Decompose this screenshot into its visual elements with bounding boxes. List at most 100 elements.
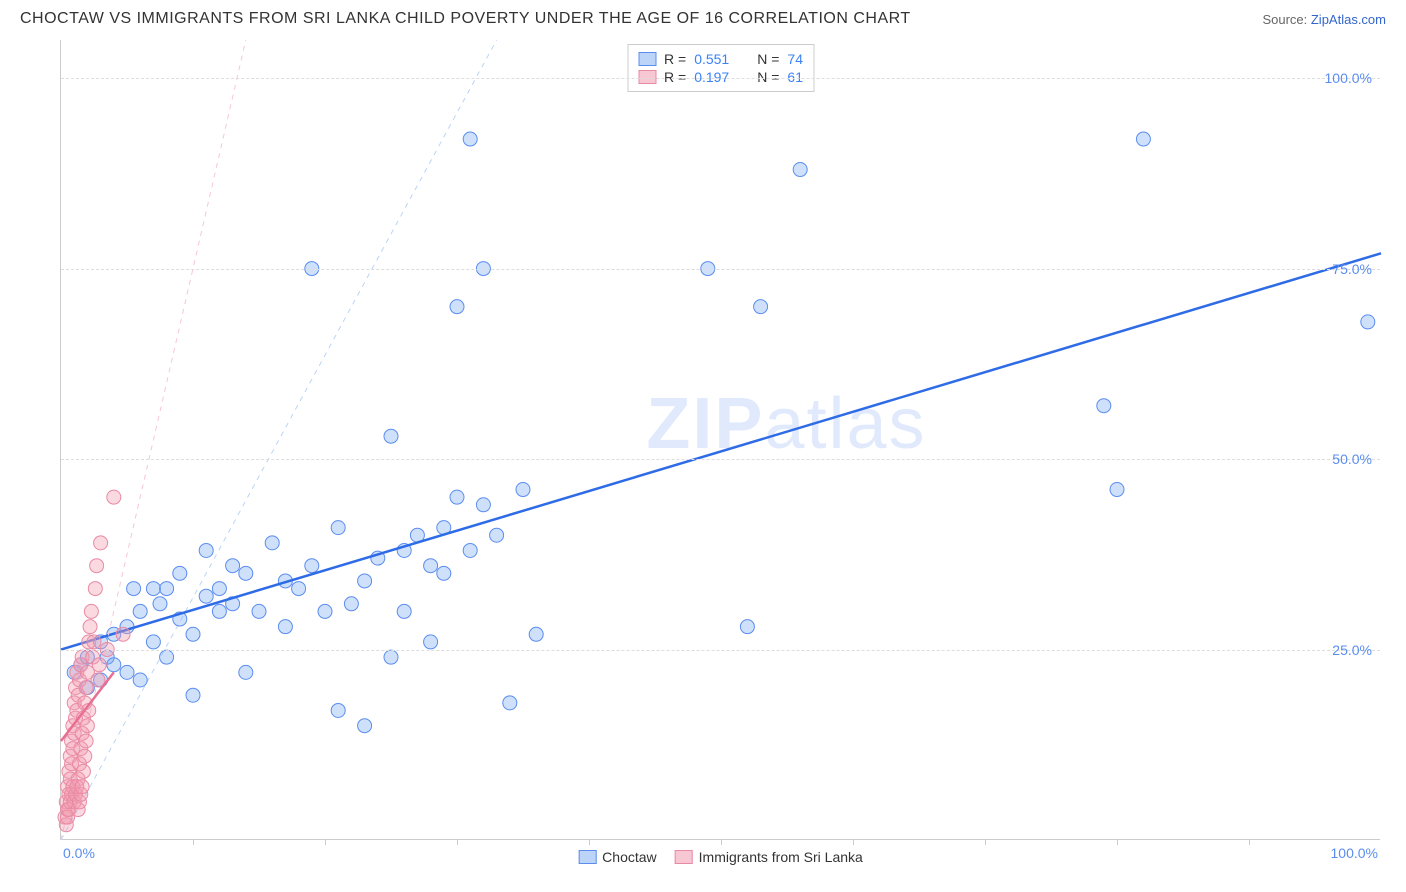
- data-point: [80, 719, 94, 733]
- data-point: [84, 604, 98, 618]
- scatter-svg: [61, 40, 1380, 839]
- correlation-row: R = 0.551N = 74: [638, 51, 803, 67]
- x-tick: [1117, 839, 1118, 845]
- legend-swatch: [638, 70, 656, 84]
- legend-label: Choctaw: [602, 849, 656, 865]
- x-tick: [193, 839, 194, 845]
- data-point: [199, 589, 213, 603]
- data-point: [793, 163, 807, 177]
- r-value: 0.551: [694, 51, 729, 67]
- data-point: [186, 627, 200, 641]
- data-point: [384, 429, 398, 443]
- source-attribution: Source: ZipAtlas.com: [1262, 12, 1386, 27]
- data-point: [239, 665, 253, 679]
- data-point: [186, 688, 200, 702]
- data-point: [146, 635, 160, 649]
- data-point: [153, 597, 167, 611]
- data-point: [94, 536, 108, 550]
- data-point: [133, 673, 147, 687]
- data-point: [450, 300, 464, 314]
- n-value: 74: [787, 51, 803, 67]
- data-point: [397, 604, 411, 618]
- y-tick-label: 25.0%: [1332, 642, 1372, 658]
- data-point: [173, 566, 187, 580]
- data-point: [463, 543, 477, 557]
- data-point: [450, 490, 464, 504]
- chart-plot-area: ZIPatlas R = 0.551N = 74R = 0.197N = 61 …: [60, 40, 1380, 840]
- data-point: [331, 703, 345, 717]
- data-point: [305, 559, 319, 573]
- x-tick: [853, 839, 854, 845]
- data-point: [226, 559, 240, 573]
- data-point: [1361, 315, 1375, 329]
- data-point: [318, 604, 332, 618]
- correlation-row: R = 0.197N = 61: [638, 69, 803, 85]
- x-tick: [589, 839, 590, 845]
- data-point: [83, 620, 97, 634]
- chart-title: CHOCTAW VS IMMIGRANTS FROM SRI LANKA CHI…: [20, 10, 911, 28]
- gridline-h: [61, 78, 1380, 79]
- data-point: [88, 582, 102, 596]
- data-point: [331, 521, 345, 535]
- y-tick-label: 50.0%: [1332, 451, 1372, 467]
- data-point: [1097, 399, 1111, 413]
- y-tick-label: 100.0%: [1325, 70, 1372, 86]
- x-tick: [1249, 839, 1250, 845]
- data-point: [76, 764, 90, 778]
- legend-item: Choctaw: [578, 849, 656, 865]
- x-axis-min-label: 0.0%: [63, 845, 95, 861]
- source-link[interactable]: ZipAtlas.com: [1311, 12, 1386, 27]
- correlation-legend: R = 0.551N = 74R = 0.197N = 61: [627, 44, 814, 92]
- x-tick: [325, 839, 326, 845]
- data-point: [358, 719, 372, 733]
- gridline-h: [61, 269, 1380, 270]
- data-point: [1136, 132, 1150, 146]
- r-value: 0.197: [694, 69, 729, 85]
- r-label: R =: [664, 51, 686, 67]
- x-tick: [457, 839, 458, 845]
- guide-line: [61, 40, 497, 840]
- data-point: [75, 780, 89, 794]
- data-point: [79, 734, 93, 748]
- data-point: [212, 604, 226, 618]
- data-point: [1110, 483, 1124, 497]
- data-point: [292, 582, 306, 596]
- data-point: [424, 635, 438, 649]
- x-tick: [721, 839, 722, 845]
- data-point: [92, 658, 106, 672]
- data-point: [78, 749, 92, 763]
- data-point: [384, 650, 398, 664]
- data-point: [529, 627, 543, 641]
- data-point: [463, 132, 477, 146]
- x-axis-max-label: 100.0%: [1331, 845, 1378, 861]
- data-point: [424, 559, 438, 573]
- data-point: [740, 620, 754, 634]
- legend-item: Immigrants from Sri Lanka: [675, 849, 863, 865]
- y-tick-label: 75.0%: [1332, 261, 1372, 277]
- data-point: [146, 582, 160, 596]
- data-point: [754, 300, 768, 314]
- data-point: [133, 604, 147, 618]
- data-point: [107, 490, 121, 504]
- legend-label: Immigrants from Sri Lanka: [699, 849, 863, 865]
- gridline-h: [61, 459, 1380, 460]
- data-point: [490, 528, 504, 542]
- data-point: [90, 559, 104, 573]
- data-point: [476, 498, 490, 512]
- data-point: [160, 582, 174, 596]
- data-point: [358, 574, 372, 588]
- legend-swatch: [638, 52, 656, 66]
- r-label: R =: [664, 69, 686, 85]
- data-point: [503, 696, 517, 710]
- data-point: [120, 665, 134, 679]
- trend-line: [61, 253, 1381, 649]
- data-point: [239, 566, 253, 580]
- data-point: [516, 483, 530, 497]
- data-point: [437, 566, 451, 580]
- data-point: [107, 658, 121, 672]
- n-label: N =: [757, 69, 779, 85]
- data-point: [127, 582, 141, 596]
- data-point: [265, 536, 279, 550]
- x-tick: [985, 839, 986, 845]
- source-prefix: Source:: [1262, 12, 1310, 27]
